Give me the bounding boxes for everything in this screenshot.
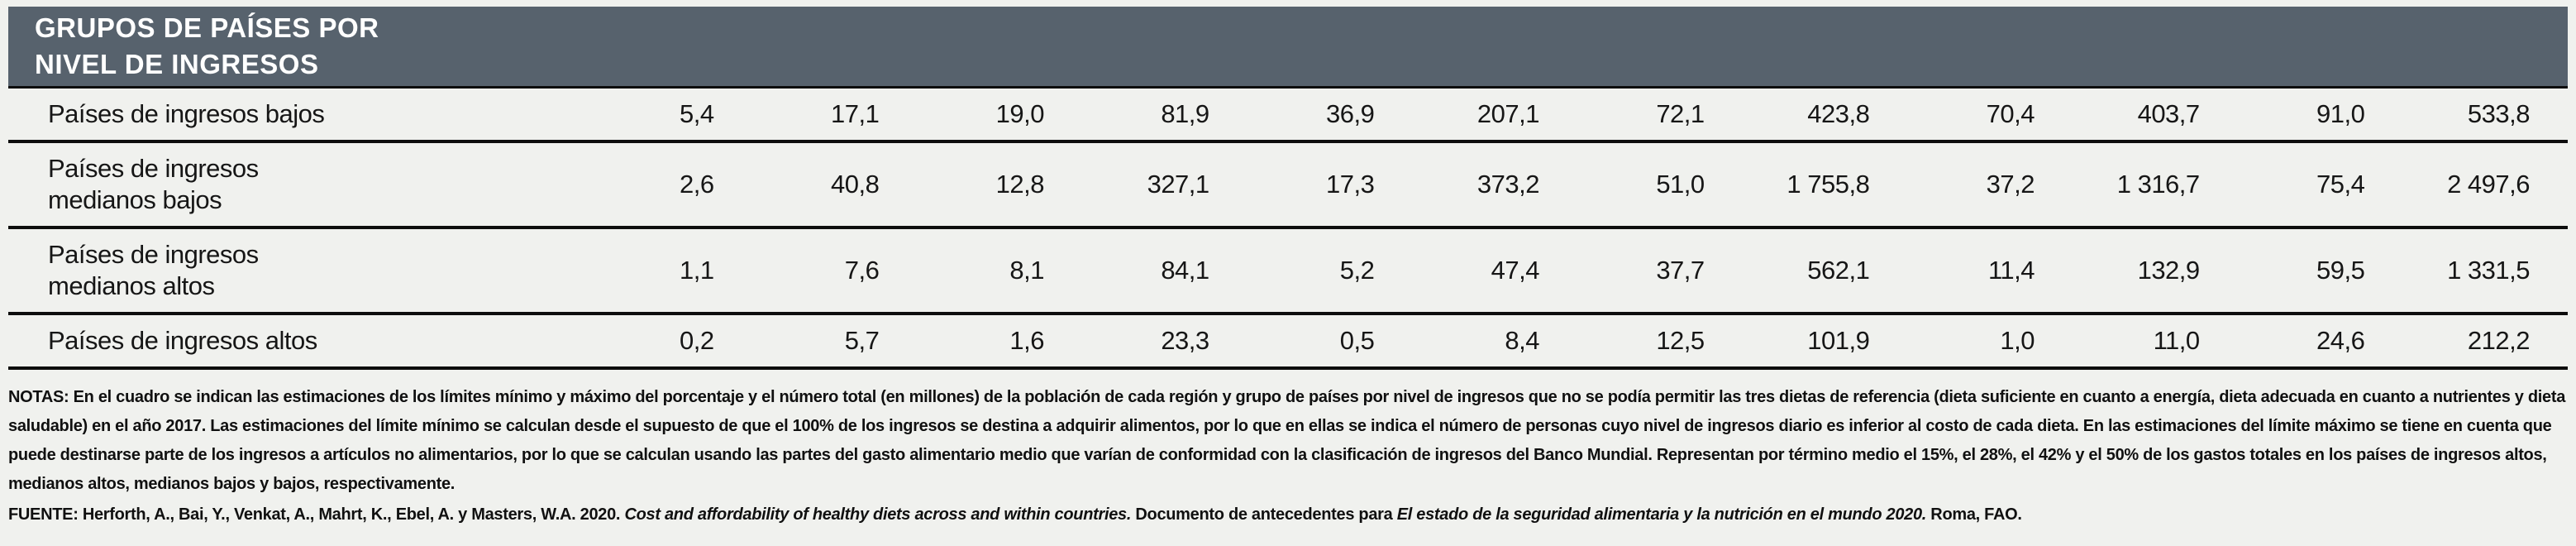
table-header-band: GRUPOS DE PAÍSES POR NIVEL DE INGRESOS <box>8 7 2568 86</box>
value-cell: 562,1 <box>1807 256 1870 285</box>
value-cell: 1 755,8 <box>1787 170 1870 199</box>
table-panel: GRUPOS DE PAÍSES POR NIVEL DE INGRESOS P… <box>8 7 2568 529</box>
table-row: Países de ingresos medianos altos 1,1 7,6… <box>8 229 2568 315</box>
table-body: Países de ingresos bajos 5,4 17,1 19,0 81,9… <box>8 86 2568 370</box>
value-cell: 423,8 <box>1807 99 1870 128</box>
value-cell: 533,8 <box>2467 99 2531 128</box>
value-cell: 5,7 <box>844 326 880 355</box>
value-cell: 91,0 <box>2316 99 2365 128</box>
value-cell: 1,0 <box>2000 326 2035 355</box>
source-title-1: Cost and affordability of healthy diets … <box>624 505 1132 524</box>
value-cell: 24,6 <box>2316 326 2365 355</box>
value-cell: 132,9 <box>2137 256 2201 285</box>
value-cell: 17,1 <box>830 99 880 128</box>
value-cell: 51,0 <box>1656 170 1705 199</box>
row-label: Países de ingresos altos <box>48 326 317 355</box>
source-text: FUENTE: Herforth, A., Bai, Y., Venkat, A… <box>8 500 2568 529</box>
value-cell: 2 497,6 <box>2447 170 2530 199</box>
row-label: Países de ingresos medianos altos <box>48 240 259 300</box>
row-label: Países de ingresos bajos <box>48 99 325 128</box>
value-cell: 1 331,5 <box>2447 256 2530 285</box>
value-cell: 327,1 <box>1147 170 1210 199</box>
row-label: Países de ingresos medianos bajos <box>48 154 259 214</box>
table-row: Países de ingresos altos 0,2 5,7 1,6 23,3 0,… <box>8 315 2568 370</box>
value-cell: 7,6 <box>844 256 880 285</box>
value-cell: 101,9 <box>1807 326 1870 355</box>
value-cell: 11,0 <box>2153 326 2201 355</box>
table-row: Países de ingresos bajos 5,4 17,1 19,0 81,9… <box>8 86 2568 143</box>
value-cell: 12,8 <box>995 170 1045 199</box>
value-cell: 75,4 <box>2316 170 2365 199</box>
value-cell: 8,1 <box>1009 256 1044 285</box>
value-cell: 0,2 <box>680 326 714 355</box>
value-cell: 47,4 <box>1491 256 1540 285</box>
notes-text: NOTAS: En el cuadro se indican las estim… <box>8 388 2566 493</box>
value-cell: 37,2 <box>1986 170 2035 199</box>
table-title: GRUPOS DE PAÍSES POR NIVEL DE INGRESOS <box>35 12 379 79</box>
value-cell: 1,1 <box>680 256 714 285</box>
value-cell: 72,1 <box>1656 99 1705 128</box>
source-prefix: FUENTE: Herforth, A., Bai, Y., Venkat, A… <box>8 505 625 524</box>
table-row: Países de ingresos medianos bajos 2,6 40,… <box>8 143 2568 229</box>
value-cell: 403,7 <box>2137 99 2201 128</box>
value-cell: 373,2 <box>1476 170 1540 199</box>
value-cell: 17,3 <box>1325 170 1375 199</box>
value-cell: 5,4 <box>680 99 714 128</box>
value-cell: 1,6 <box>1009 326 1044 355</box>
value-cell: 212,2 <box>2467 326 2531 355</box>
value-cell: 11,4 <box>1987 256 2035 285</box>
value-cell: 36,9 <box>1325 99 1375 128</box>
value-cell: 37,7 <box>1656 256 1705 285</box>
source-title-2: El estado de la seguridad alimentaria y … <box>1396 505 1927 524</box>
value-cell: 2,6 <box>680 170 714 199</box>
value-cell: 1 316,7 <box>2116 170 2200 199</box>
value-cell: 59,5 <box>2316 256 2365 285</box>
source-suffix: Roma, FAO. <box>1926 505 2022 524</box>
value-cell: 84,1 <box>1161 256 1209 285</box>
value-cell: 0,5 <box>1339 326 1375 355</box>
value-cell: 81,9 <box>1161 99 1209 128</box>
value-cell: 12,5 <box>1656 326 1705 355</box>
value-cell: 5,2 <box>1339 256 1375 285</box>
value-cell: 19,0 <box>995 99 1045 128</box>
value-cell: 207,1 <box>1476 99 1540 128</box>
value-cell: 8,4 <box>1505 326 1539 355</box>
value-cell: 70,4 <box>1986 99 2035 128</box>
value-cell: 23,3 <box>1161 326 1209 355</box>
value-cell: 40,8 <box>830 170 880 199</box>
source-middle: Documento de antecedentes para <box>1131 505 1397 524</box>
